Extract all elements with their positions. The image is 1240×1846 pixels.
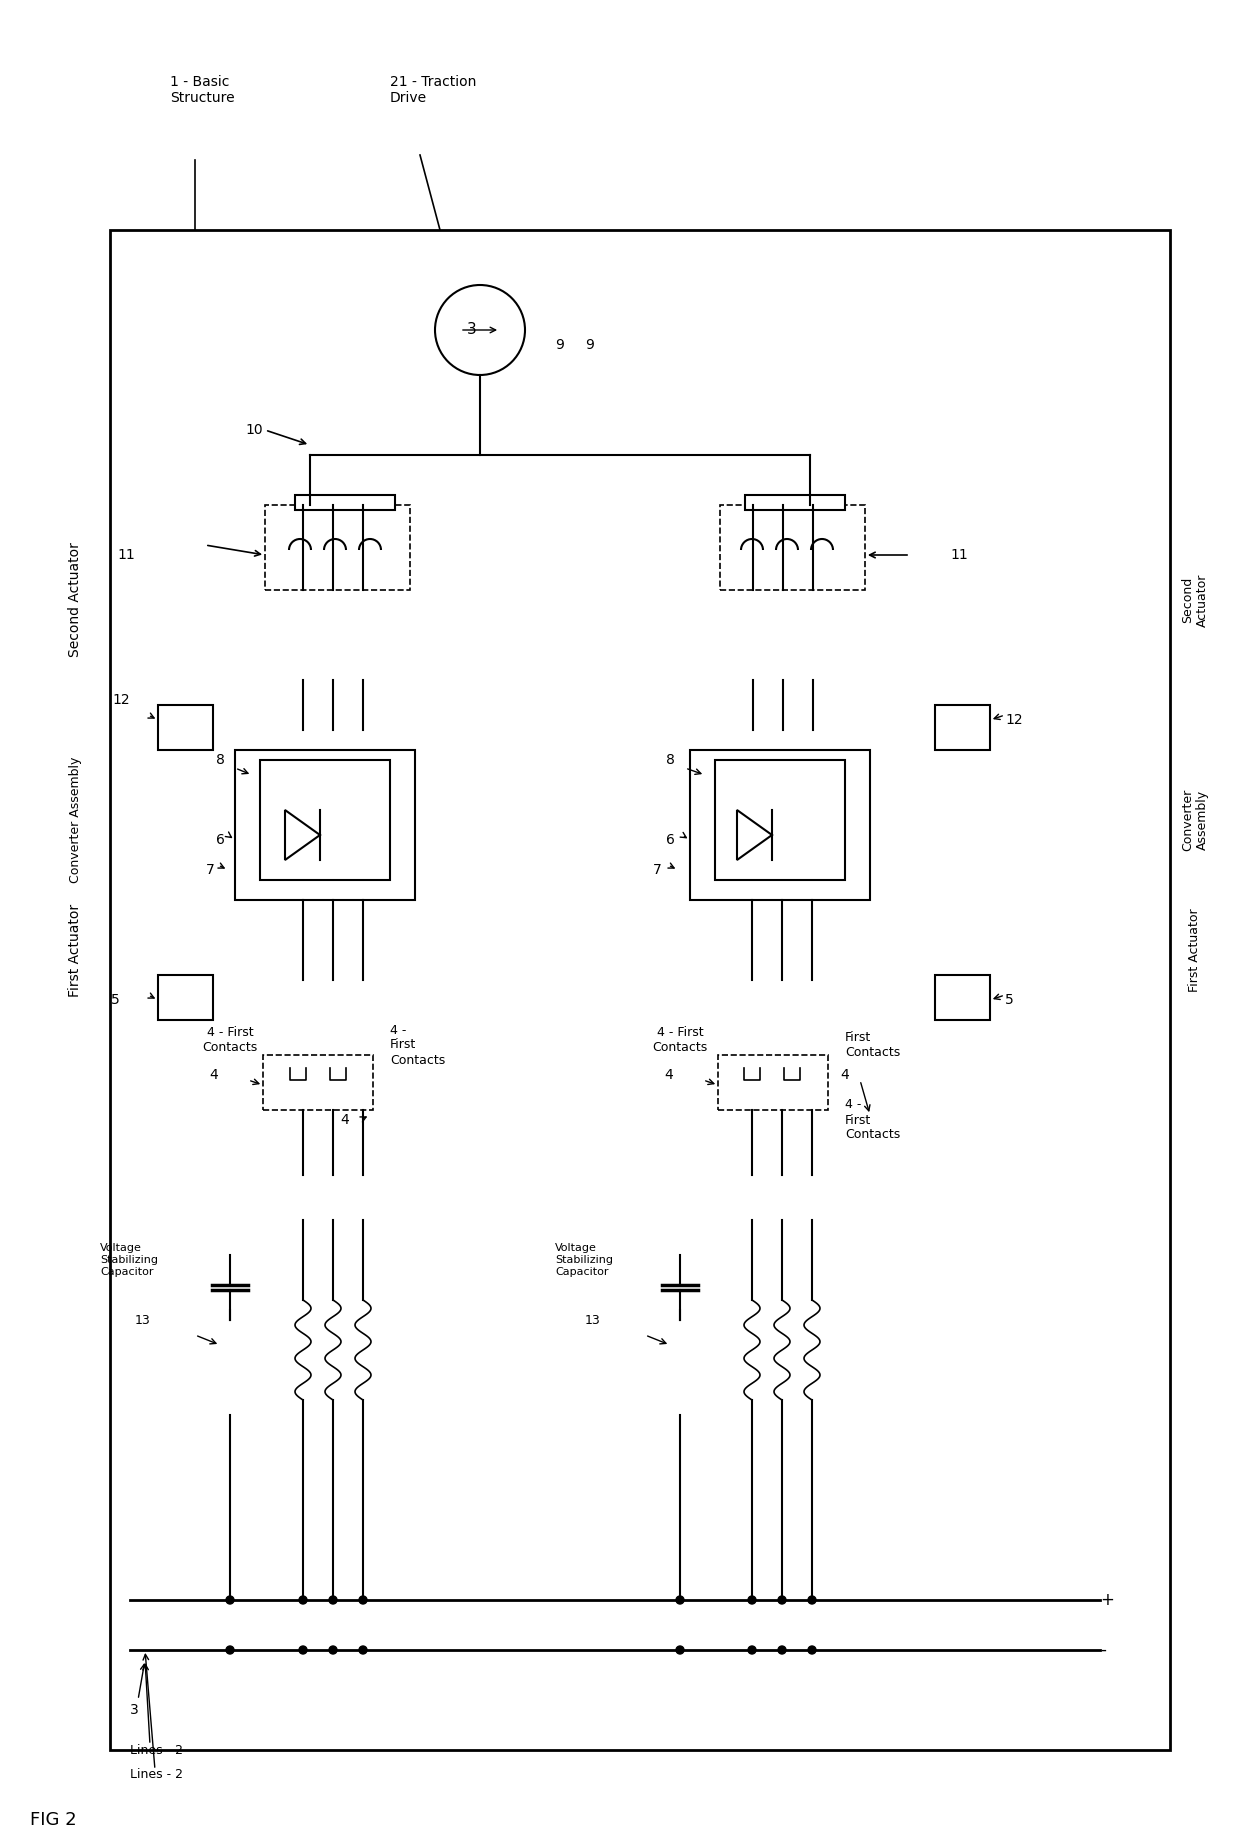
Text: Converter Assembly: Converter Assembly	[68, 757, 82, 882]
Bar	[157, 705, 213, 749]
Text: 12: 12	[1004, 713, 1023, 727]
Text: 3: 3	[467, 323, 477, 338]
Text: Lines - 2: Lines - 2	[130, 1768, 184, 1781]
Text: Voltage
Stabilizing
Capacitor: Voltage Stabilizing Capacitor	[100, 1244, 157, 1277]
Circle shape	[299, 1647, 308, 1654]
Bar	[718, 1056, 828, 1109]
Text: 8: 8	[666, 753, 675, 766]
Circle shape	[226, 1597, 234, 1604]
Circle shape	[360, 1597, 367, 1604]
Circle shape	[777, 1647, 786, 1654]
Text: 6: 6	[666, 833, 675, 847]
Bar	[157, 975, 213, 1021]
Circle shape	[748, 1647, 756, 1654]
Text: 4: 4	[210, 1069, 218, 1082]
Bar	[745, 495, 844, 509]
Bar	[236, 749, 415, 901]
Text: First Actuator: First Actuator	[68, 903, 82, 997]
Text: Converter
Assembly: Converter Assembly	[1180, 788, 1209, 851]
Circle shape	[808, 1597, 816, 1604]
Text: 9: 9	[585, 338, 594, 353]
Circle shape	[777, 1597, 786, 1604]
Text: 5: 5	[112, 993, 120, 1008]
Text: 3: 3	[130, 1704, 139, 1717]
Bar	[935, 975, 990, 1021]
Text: First
Contacts: First Contacts	[844, 1032, 900, 1060]
Text: +: +	[1100, 1591, 1114, 1610]
Text: 4: 4	[665, 1069, 673, 1082]
Text: 11: 11	[950, 548, 967, 561]
Text: 13: 13	[584, 1314, 600, 1327]
Bar	[935, 705, 990, 749]
Circle shape	[748, 1597, 756, 1604]
Text: Lines - 2: Lines - 2	[130, 1743, 184, 1757]
Text: Second
Actuator: Second Actuator	[1180, 574, 1209, 626]
Circle shape	[299, 1597, 308, 1604]
Circle shape	[676, 1647, 684, 1654]
Bar	[295, 495, 396, 509]
Text: 4 - First
Contacts: 4 - First Contacts	[202, 1026, 258, 1054]
Circle shape	[226, 1647, 234, 1654]
Bar	[689, 749, 870, 901]
Text: -: -	[1100, 1641, 1106, 1660]
Bar	[265, 506, 410, 591]
Text: 7: 7	[653, 862, 662, 877]
Bar	[110, 231, 1171, 1750]
Text: Voltage
Stabilizing
Capacitor: Voltage Stabilizing Capacitor	[556, 1244, 613, 1277]
Text: First Actuator: First Actuator	[1188, 908, 1202, 991]
Text: Second Actuator: Second Actuator	[68, 543, 82, 657]
Text: FIG 2: FIG 2	[30, 1811, 77, 1829]
Circle shape	[676, 1597, 684, 1604]
Circle shape	[329, 1597, 337, 1604]
Text: 7: 7	[206, 862, 215, 877]
Text: 13: 13	[134, 1314, 150, 1327]
Bar	[715, 761, 844, 881]
Text: 1 - Basic
Structure: 1 - Basic Structure	[170, 76, 234, 105]
Bar	[720, 506, 866, 591]
Text: 4: 4	[839, 1069, 848, 1082]
Text: 4 -
First
Contacts: 4 - First Contacts	[844, 1098, 900, 1141]
Bar	[263, 1056, 373, 1109]
Text: 11: 11	[118, 548, 135, 561]
Circle shape	[329, 1647, 337, 1654]
Text: 4: 4	[340, 1113, 348, 1128]
Text: 4 - First
Contacts: 4 - First Contacts	[652, 1026, 708, 1054]
Circle shape	[808, 1647, 816, 1654]
Text: 9: 9	[556, 338, 564, 353]
Text: 10: 10	[246, 423, 263, 438]
Text: 21 - Traction
Drive: 21 - Traction Drive	[391, 76, 476, 105]
Circle shape	[360, 1647, 367, 1654]
Text: 6: 6	[216, 833, 224, 847]
Bar	[260, 761, 391, 881]
Text: 12: 12	[113, 692, 130, 707]
Text: 5: 5	[1004, 993, 1014, 1008]
Text: 4 -
First
Contacts: 4 - First Contacts	[391, 1023, 445, 1067]
Text: 8: 8	[216, 753, 224, 766]
